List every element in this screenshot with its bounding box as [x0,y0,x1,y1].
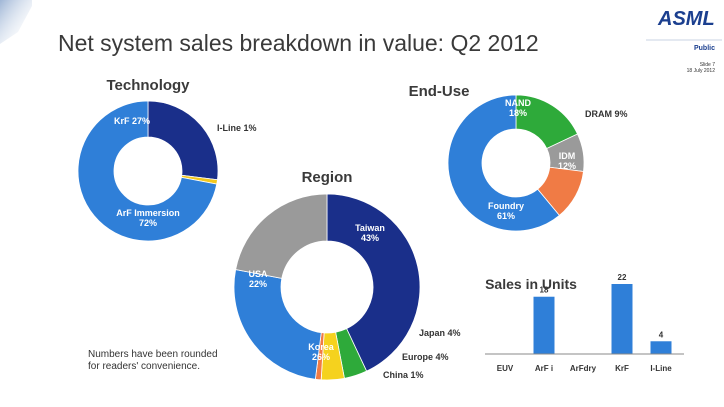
end-use-label-dram: DRAM 9% [585,109,628,119]
classification-label: Public [693,45,715,52]
slide-number: Slide 7 [699,62,715,68]
units-bar-i-line [650,341,672,354]
units-bar-arf-i [533,296,555,354]
units-value-krf: 22 [618,273,627,282]
slide-date: 18 July 2012 [686,68,715,74]
rounding-footnote: Numbers have been rounded for readers' c… [88,349,218,372]
region-label-taiwan: Taiwan 43% [355,223,385,243]
region-label-europe: Europe 4% [402,352,449,362]
region-label-usa: USA 22% [248,269,268,289]
units-tick-arf-i: ArF i [535,364,553,373]
units-tick-arfdry: ArFdry [570,364,597,373]
region-title: Region [302,169,353,186]
end-use-label-nand: NAND 18% [505,98,531,118]
region-label-japan: Japan 4% [419,328,461,338]
technology-title: Technology [106,77,190,94]
end-use-label-idm: IDM 12% [558,151,576,171]
end-use-title: End-Use [409,83,470,100]
end-use-label-foundry: Foundry 61% [488,201,524,221]
region-slice-korea [233,269,322,380]
technology-label-i-line: I-Line 1% [217,123,257,133]
units-title: Sales in Units [485,276,577,292]
units-tick-euv: EUV [497,364,514,373]
units-value-arf-i: 18 [540,286,549,295]
asml-logo: ASML [658,8,715,30]
technology-slice-arf-immersion [77,100,218,242]
technology-label-krf: KrF 27% [114,116,150,126]
units-bar-krf [611,284,633,354]
technology-label-arf-immersion: ArF Immersion 72% [116,208,180,228]
region-slice-usa [235,193,328,279]
region-label-china: China 1% [383,370,424,380]
technology-slice-krf [147,100,219,181]
units-value-i-line: 4 [659,330,664,339]
units-tick-i-line: I-Line [650,364,672,373]
units-tick-krf: KrF [615,364,629,373]
region-slice-taiwan [326,193,421,372]
corner-decoration [0,0,32,44]
slide-title: Net system sales breakdown in value: Q2 … [58,30,539,56]
region-label-korea: Korea 26% [308,342,335,362]
end-use-slice-foundry [447,94,560,232]
